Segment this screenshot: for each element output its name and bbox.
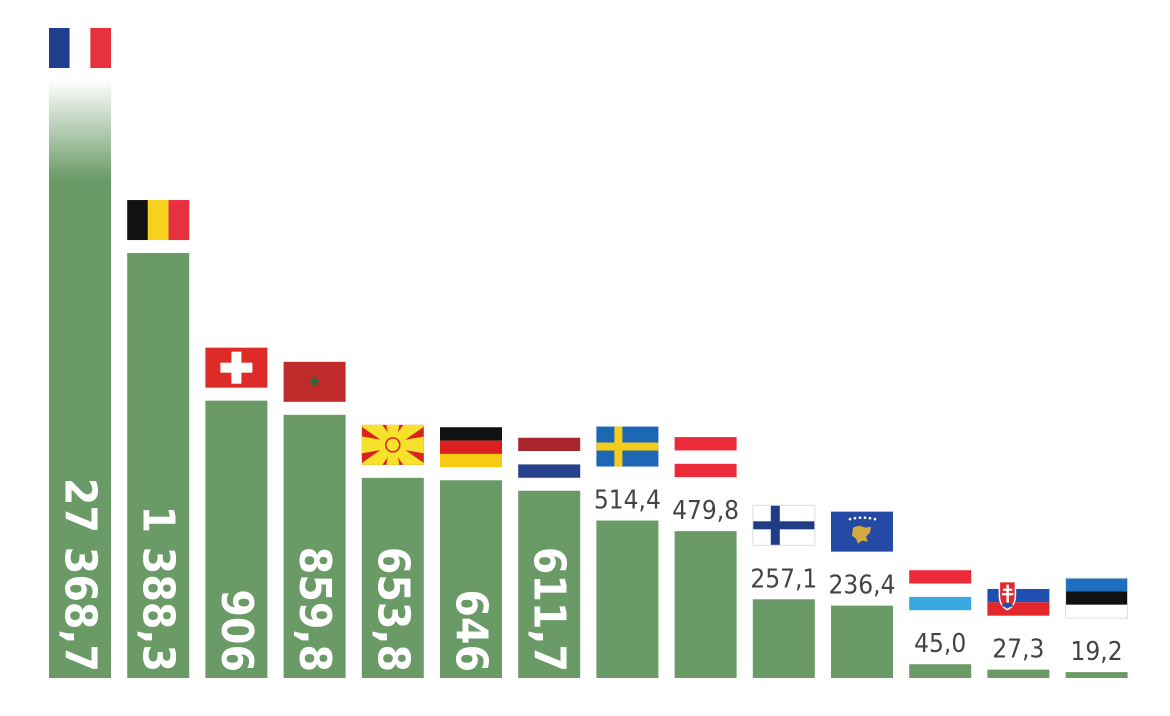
kosovo-flag: [831, 511, 893, 552]
bar-switzerland: [205, 400, 268, 678]
value-label: 1 388,3: [133, 505, 184, 672]
slovakia-flag: [987, 575, 1050, 616]
value-label: 859,8: [289, 547, 340, 672]
bar-luxembourg: [909, 664, 972, 678]
bar-sweden: [596, 520, 659, 678]
morocco-flag: [283, 361, 346, 402]
bar-france-body: [49, 179, 111, 678]
north-macedonia-flag: [361, 424, 424, 465]
austria-flag: [674, 437, 737, 478]
bar-germany: [440, 480, 502, 678]
belgium-flag: [127, 200, 190, 241]
value-label: 257,1: [750, 564, 817, 594]
value-label: 19,2: [1071, 637, 1123, 667]
value-label: 646: [446, 589, 497, 672]
value-label: 611,7: [524, 547, 575, 672]
value-label: 906: [211, 589, 262, 672]
netherlands-flag: [518, 437, 581, 478]
estonia-flag: [1065, 577, 1129, 619]
bar-france: [49, 80, 111, 180]
luxembourg-flag: [909, 570, 972, 611]
value-label: 27 368,7: [55, 478, 106, 672]
value-label: 45,0: [914, 629, 966, 659]
germany-flag: [440, 427, 502, 468]
value-label: 514,4: [594, 486, 661, 516]
bar-estonia: [1065, 672, 1128, 678]
bar-kosovo: [831, 605, 893, 678]
value-label: 479,8: [672, 496, 739, 526]
france-flag: [49, 28, 111, 68]
bar-austria: [674, 531, 737, 678]
bar-morocco: [283, 414, 346, 678]
sweden-flag: [596, 426, 659, 467]
value-label: 27,3: [992, 635, 1044, 665]
bar-finland: [752, 599, 815, 678]
bar-belgium: [127, 253, 190, 678]
bar-slovakia: [987, 669, 1050, 678]
value-label: 653,8: [367, 547, 418, 672]
bar-netherlands: [518, 490, 581, 678]
bar-north-macedonia: [361, 477, 424, 678]
switzerland-flag: [205, 347, 268, 388]
finland-flag: [752, 504, 816, 546]
value-label: 236,4: [829, 571, 896, 601]
